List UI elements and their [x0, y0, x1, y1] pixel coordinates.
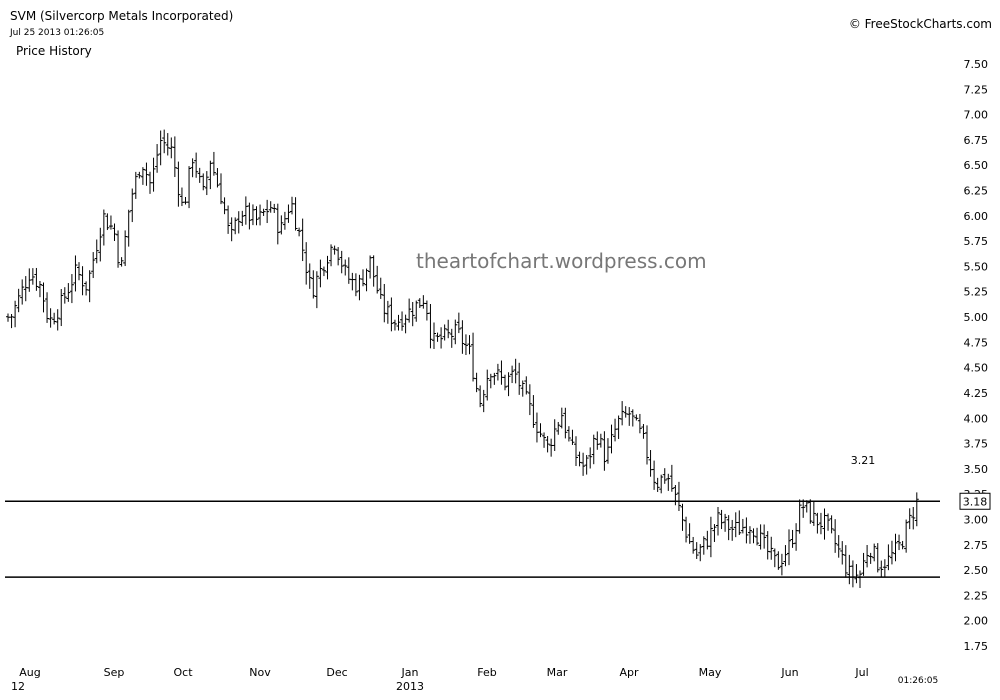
- y-tick-label: 4.00: [964, 412, 989, 425]
- y-tick-label: 6.00: [964, 210, 989, 223]
- chart-title: SVM (Silvercorp Metals Incorporated): [10, 9, 234, 23]
- y-tick-label: 5.75: [964, 235, 989, 248]
- x-tick-label: Apr: [619, 666, 639, 679]
- y-tick-label: 2.50: [964, 564, 989, 577]
- y-tick-label: 3.75: [964, 438, 989, 451]
- y-tick-label: 2.75: [964, 539, 989, 552]
- x-tick-label: Feb: [477, 666, 496, 679]
- x-tick-label: Dec: [326, 666, 347, 679]
- x-tick-year-label: 2013: [396, 680, 424, 693]
- x-tick-label: Oct: [173, 666, 193, 679]
- x-tick-label: Mar: [547, 666, 568, 679]
- y-tick-label: 7.25: [964, 83, 989, 96]
- x-time-label: 01:26:05: [898, 676, 938, 686]
- x-tick-label: Jul: [854, 666, 868, 679]
- y-tick-label: 5.25: [964, 286, 989, 299]
- y-tick-label: 7.50: [964, 58, 989, 71]
- y-tick-label: 1.75: [964, 640, 989, 653]
- y-tick-label: 3.00: [964, 513, 989, 526]
- y-tick-label: 4.50: [964, 362, 989, 375]
- x-tick-label: Jan: [401, 666, 419, 679]
- y-tick-label: 3.50: [964, 463, 989, 476]
- y-tick-label: 5.00: [964, 311, 989, 324]
- y-tick-label: 6.75: [964, 134, 989, 147]
- y-tick-label: 6.50: [964, 159, 989, 172]
- y-tick-label: 4.75: [964, 336, 989, 349]
- chart-timestamp: Jul 25 2013 01:26:05: [10, 28, 105, 38]
- brand-label[interactable]: © FreeStockCharts.com: [848, 17, 992, 31]
- y-tick-label: 5.50: [964, 260, 989, 273]
- watermark: theartofchart.wordpress.com: [416, 249, 707, 273]
- last-price-label: 3.18: [963, 495, 988, 508]
- price-annotation: 3.21: [851, 454, 876, 467]
- y-tick-label: 2.25: [964, 589, 989, 602]
- x-tick-year-label: 12: [11, 680, 25, 693]
- panel-label: Price History: [16, 44, 92, 58]
- x-tick-label: Aug: [19, 666, 40, 679]
- y-tick-label: 2.00: [964, 615, 989, 628]
- y-tick-label: 4.25: [964, 387, 989, 400]
- last-price-box: [959, 492, 991, 510]
- x-tick-label: Jun: [780, 666, 798, 679]
- y-tick-label: 7.00: [964, 109, 989, 122]
- x-tick-label: May: [699, 666, 722, 679]
- y-tick-label: 6.25: [964, 185, 989, 198]
- x-tick-label: Sep: [104, 666, 125, 679]
- x-tick-label: Nov: [249, 666, 271, 679]
